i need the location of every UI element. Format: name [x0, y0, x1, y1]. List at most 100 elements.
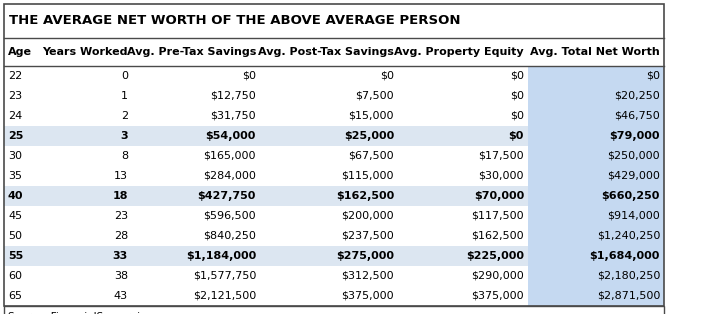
Bar [528, 266, 664, 286]
Bar [42, 246, 132, 266]
Bar [398, 286, 528, 306]
Bar [4, 66, 42, 86]
Text: $2,180,250: $2,180,250 [597, 271, 660, 281]
Bar [132, 38, 260, 66]
Text: 2: 2 [121, 111, 128, 121]
Text: $0: $0 [510, 91, 524, 101]
Text: $284,000: $284,000 [203, 171, 256, 181]
Text: 35: 35 [8, 171, 22, 181]
Text: $1,577,750: $1,577,750 [193, 271, 256, 281]
Bar [398, 206, 528, 226]
Bar [4, 146, 42, 166]
Bar [4, 186, 42, 206]
Text: 60: 60 [8, 271, 22, 281]
Text: Source: FinancialSamurai.com: Source: FinancialSamurai.com [8, 312, 166, 314]
Text: $250,000: $250,000 [607, 151, 660, 161]
Bar [398, 86, 528, 106]
Text: $0: $0 [380, 71, 394, 81]
Text: $54,000: $54,000 [205, 131, 256, 141]
Bar [4, 106, 42, 126]
Bar [398, 38, 528, 66]
Bar [260, 38, 398, 66]
Text: 65: 65 [8, 291, 22, 301]
Bar [4, 226, 42, 246]
Bar [42, 226, 132, 246]
Text: $200,000: $200,000 [341, 211, 394, 221]
Text: 24: 24 [8, 111, 23, 121]
Bar [260, 266, 398, 286]
Text: Avg. Total Net Worth: Avg. Total Net Worth [530, 47, 660, 57]
Bar [4, 306, 664, 314]
Text: $914,000: $914,000 [607, 211, 660, 221]
Text: $30,000: $30,000 [478, 171, 524, 181]
Text: 13: 13 [114, 171, 128, 181]
Text: $79,000: $79,000 [609, 131, 660, 141]
Text: THE AVERAGE NET WORTH OF THE ABOVE AVERAGE PERSON: THE AVERAGE NET WORTH OF THE ABOVE AVERA… [9, 14, 461, 28]
Bar [4, 86, 42, 106]
Text: $840,250: $840,250 [203, 231, 256, 241]
Bar [398, 66, 528, 86]
Text: $312,500: $312,500 [341, 271, 394, 281]
Bar [260, 206, 398, 226]
Text: $375,000: $375,000 [341, 291, 394, 301]
Bar [4, 4, 664, 38]
Bar [4, 306, 664, 314]
Text: $225,000: $225,000 [466, 251, 524, 261]
Bar [4, 286, 42, 306]
Bar [4, 206, 42, 226]
Text: 43: 43 [114, 291, 128, 301]
Text: Avg. Post-Tax Savings: Avg. Post-Tax Savings [258, 47, 394, 57]
Text: 40: 40 [8, 191, 23, 201]
Text: 55: 55 [8, 251, 23, 261]
Bar [132, 266, 260, 286]
Bar [398, 166, 528, 186]
Text: $429,000: $429,000 [607, 171, 660, 181]
Text: $165,000: $165,000 [204, 151, 256, 161]
Text: 3: 3 [120, 131, 128, 141]
Bar [528, 186, 664, 206]
Text: Avg. Pre-Tax Savings: Avg. Pre-Tax Savings [127, 47, 256, 57]
Text: $15,000: $15,000 [349, 111, 394, 121]
Text: 30: 30 [8, 151, 22, 161]
Text: $162,500: $162,500 [471, 231, 524, 241]
Text: $46,750: $46,750 [614, 111, 660, 121]
Text: $17,500: $17,500 [478, 151, 524, 161]
Bar [42, 106, 132, 126]
Text: $0: $0 [510, 111, 524, 121]
Bar [398, 226, 528, 246]
Bar [528, 206, 664, 226]
Bar [528, 126, 664, 146]
Bar [528, 226, 664, 246]
Bar [132, 206, 260, 226]
Bar [4, 266, 42, 286]
Text: 23: 23 [114, 211, 128, 221]
Bar [4, 126, 42, 146]
Text: 50: 50 [8, 231, 22, 241]
Bar [528, 106, 664, 126]
Text: $2,871,500: $2,871,500 [597, 291, 660, 301]
Text: 25: 25 [8, 131, 23, 141]
Bar [42, 38, 132, 66]
Bar [132, 86, 260, 106]
Bar [42, 266, 132, 286]
Bar [260, 226, 398, 246]
Text: $20,250: $20,250 [614, 91, 660, 101]
Text: Age: Age [8, 47, 32, 57]
Text: $660,250: $660,250 [601, 191, 660, 201]
Text: $12,750: $12,750 [210, 91, 256, 101]
Text: $0: $0 [646, 71, 660, 81]
Text: 23: 23 [8, 91, 22, 101]
Bar [42, 126, 132, 146]
Text: $2,121,500: $2,121,500 [193, 291, 256, 301]
Text: $290,000: $290,000 [471, 271, 524, 281]
Bar [528, 38, 664, 66]
Text: $115,000: $115,000 [341, 171, 394, 181]
Text: $0: $0 [510, 71, 524, 81]
Text: $1,240,250: $1,240,250 [597, 231, 660, 241]
Bar [398, 126, 528, 146]
Bar [260, 146, 398, 166]
Bar [42, 166, 132, 186]
Bar [132, 126, 260, 146]
Text: 33: 33 [113, 251, 128, 261]
Text: 1: 1 [121, 91, 128, 101]
